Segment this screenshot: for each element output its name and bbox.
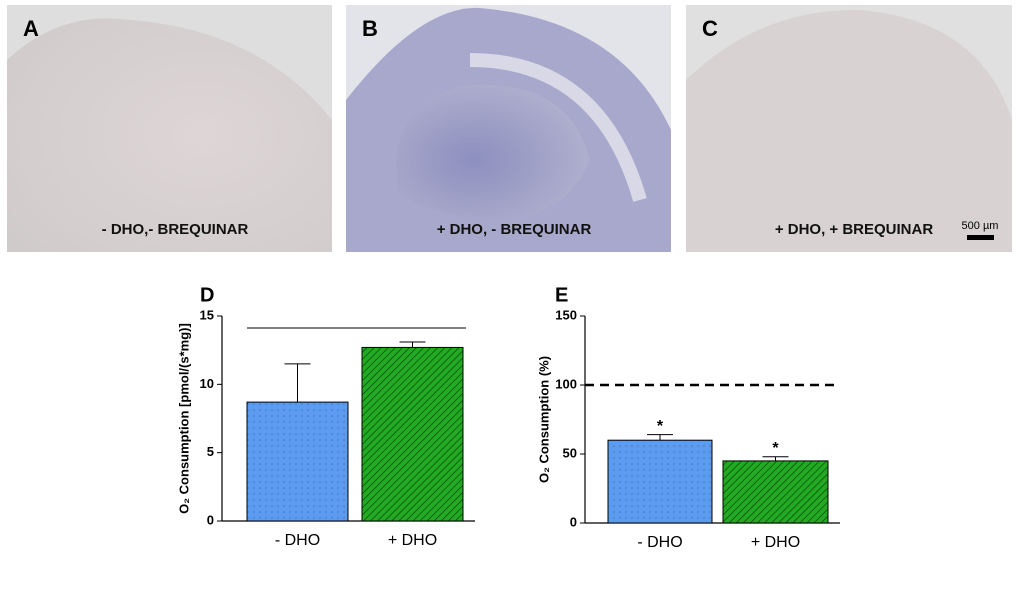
- significance-mark: *: [657, 418, 664, 435]
- chart-letter: E: [555, 284, 568, 306]
- bar-texture: [246, 401, 349, 522]
- bar-chart: D O₂ Consumption [pmol/(s*mg)] 0 5 10 15 - DHO…: [176, 284, 475, 549]
- bar-chart: E O₂ Consumption (%) 0 50 100 150 - DHO * + DHO *: [536, 284, 840, 551]
- y-axis-label: O₂ Consumption (%): [536, 356, 551, 483]
- chart-letter: D: [200, 284, 214, 306]
- x-tick-label: + DHO: [388, 532, 437, 549]
- panel-caption: + DHO, - BREQUINAR: [437, 221, 592, 238]
- micrograph-c: 500 µm: [686, 5, 1012, 252]
- significance-mark: *: [772, 440, 779, 457]
- y-tick-label: 5: [207, 444, 214, 459]
- y-tick-label: 10: [200, 376, 214, 391]
- x-tick-label: + DHO: [751, 534, 800, 551]
- y-tick-label: 0: [207, 512, 214, 527]
- micrograph-b: [346, 5, 671, 252]
- y-tick-label: 100: [555, 376, 577, 391]
- micrograph-a: [7, 5, 332, 252]
- y-tick-label: 150: [555, 307, 577, 322]
- y-tick-label: 15: [200, 307, 214, 322]
- x-tick-label: - DHO: [637, 534, 682, 551]
- panel-letter: A: [23, 16, 39, 41]
- panel-caption: + DHO, + BREQUINAR: [775, 221, 934, 238]
- panel-letter: C: [702, 16, 718, 41]
- bar-texture: [607, 439, 713, 524]
- panel-letter: B: [362, 16, 378, 41]
- bar-texture: [361, 346, 464, 522]
- y-tick-label: 0: [570, 514, 577, 529]
- x-tick-label: - DHO: [275, 532, 320, 549]
- y-axis-label: O₂ Consumption [pmol/(s*mg)]: [176, 323, 191, 514]
- scale-bar-label: 500 µm: [962, 220, 999, 232]
- panel-caption: - DHO,- BREQUINAR: [102, 221, 249, 238]
- bar-texture: [722, 460, 829, 524]
- y-tick-label: 50: [563, 445, 577, 460]
